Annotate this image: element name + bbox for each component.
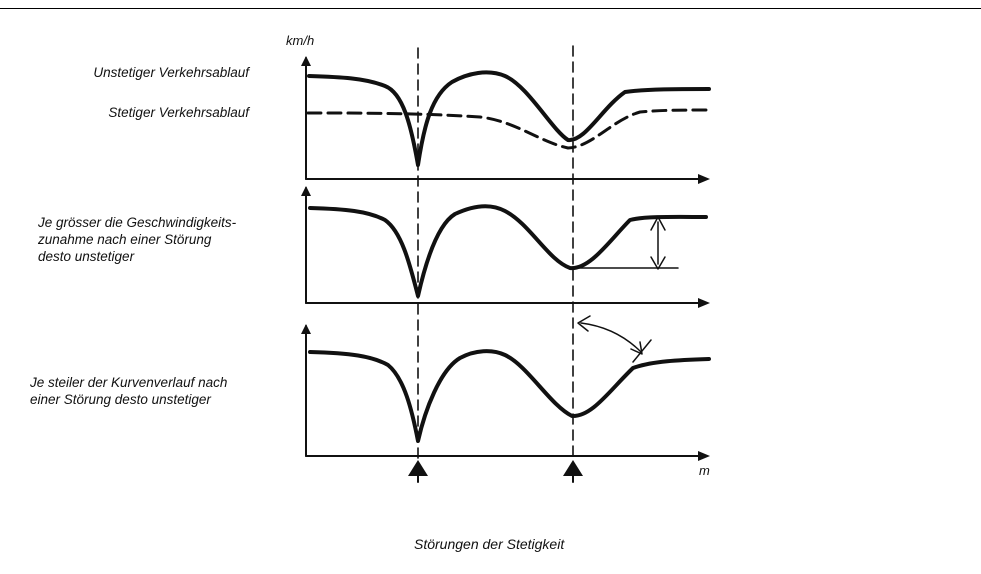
panel2-label-line-1: Je grösser die Geschwindigkeits- <box>38 215 237 230</box>
panel2-label-line-2: zunahme nach einer Störung <box>38 232 212 247</box>
panel1-unsteady-curve <box>307 70 711 167</box>
panel2-x-arrow <box>698 298 710 308</box>
label-steady-traffic: Stetiger Verkehrsablauf <box>108 105 249 120</box>
label-unsteady-traffic: Unstetiger Verkehrsablauf <box>93 65 249 80</box>
panel3-x-arrow <box>698 451 710 461</box>
panel2-height-arrow-bottom <box>650 256 666 270</box>
panel1-steady-curve <box>306 108 711 150</box>
panel3-slope-arc-head-left <box>577 315 591 332</box>
panel2-curve <box>308 204 708 298</box>
panel2-y-arrow <box>301 186 311 196</box>
panel3-slope-arc-head-right <box>630 341 643 355</box>
panel2-label-line-3: desto unstetiger <box>38 249 135 264</box>
disturbance-marker-2 <box>563 460 583 476</box>
panel3-label-line-1: Je steiler der Kurvenverlauf nach <box>30 375 228 390</box>
panel1-x-arrow <box>698 174 710 184</box>
figure-caption: Störungen der Stetigkeit <box>414 536 565 552</box>
y-axis-unit-label: km/h <box>286 33 315 48</box>
panel3-slope-tick <box>632 339 652 363</box>
x-axis-unit-label: m <box>699 463 710 478</box>
panel3-y-arrow <box>301 324 311 334</box>
panel1-y-arrow <box>301 56 311 66</box>
panel3-slope-arc <box>580 322 642 353</box>
top-rule <box>0 8 981 9</box>
panel2-height-arrow-top <box>650 216 666 231</box>
disturbance-marker-1 <box>408 460 428 476</box>
panel3-curve <box>308 349 711 443</box>
panel3-label-line-2: einer Störung desto unstetiger <box>30 392 211 407</box>
